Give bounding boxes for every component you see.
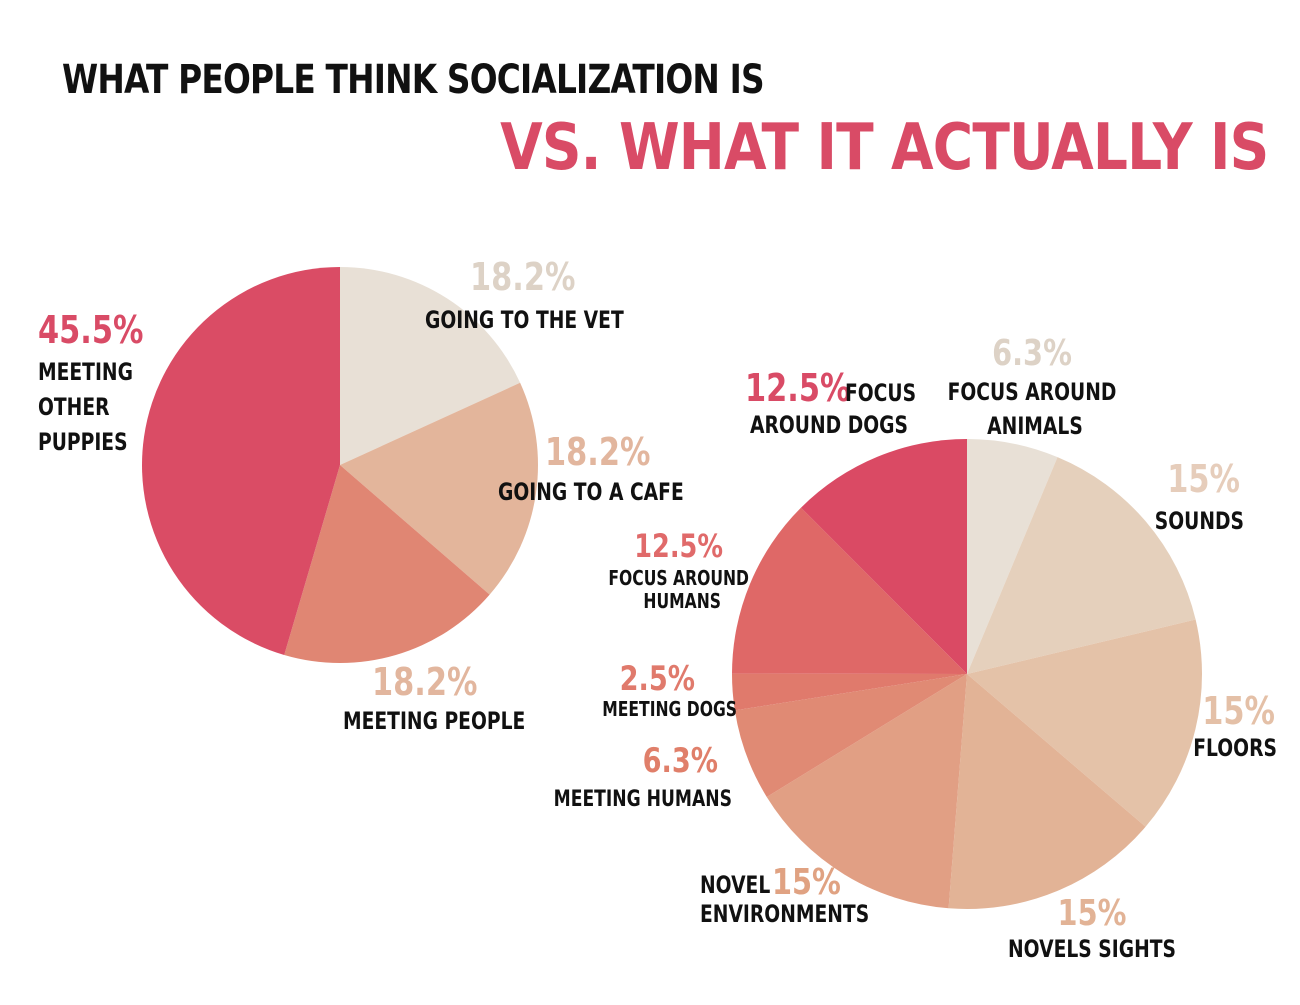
left-meeting-people-category-label: MEETING PEOPLE	[343, 708, 525, 736]
right-focus-around-humans-value-label: 12.5%	[634, 527, 723, 565]
left-meeting-other-puppies-category-label: PUPPIES	[38, 429, 128, 457]
left-going-to-the-vet-value-label: 18.2%	[470, 256, 575, 300]
right-novel-environments-category-label: ENVIRONMENTS	[700, 901, 869, 929]
pie-labels: 18.2% GOING TO THE VET 18.2% GOING TO A CAF…	[38, 256, 1277, 964]
left-meeting-people-value-label: 18.2%	[372, 661, 477, 705]
right-pie-slice-meeting-dogs	[731, 673, 967, 711]
right-pie-slice-novel-environments	[766, 674, 967, 909]
right-novel-environments-value-label: 15%	[772, 861, 841, 903]
left-going-to-the-vet-category-label: GOING TO THE VET	[425, 307, 624, 335]
right-sounds-value-label: 15%	[1167, 458, 1240, 502]
right-focus-around-dogs-category-label: FOCUS	[845, 380, 916, 408]
chart-title-line2: VS. WHAT IT ACTUALLY IS	[499, 111, 1269, 185]
right-pie-slice-sounds	[967, 457, 1196, 674]
right-floors-value-label: 15%	[1202, 690, 1275, 734]
left-pie-slice-meeting-people	[284, 465, 490, 663]
right-focus-around-animals-category-label: ANIMALS	[987, 413, 1083, 441]
right-novels-sights-category-label: NOVELS SIGHTS	[1008, 936, 1176, 964]
left-going-to-a-cafe-value-label: 18.2%	[545, 431, 650, 475]
left-pie-slice-going-to-a-cafe	[340, 382, 539, 595]
left-meeting-other-puppies-value-label: 45.5%	[38, 309, 143, 353]
right-pie-slice-novels-sights	[948, 674, 1146, 910]
right-pie-slice-focus-around-dogs	[800, 439, 967, 674]
right-focus-around-dogs-value-label: 12.5%	[745, 367, 850, 411]
right-focus-around-dogs-category-label: AROUND DOGS	[750, 412, 908, 440]
right-novels-sights-value-label: 15%	[1058, 892, 1127, 934]
right-meeting-dogs-value-label: 2.5%	[620, 659, 695, 699]
right-meeting-dogs-category-label: MEETING DOGS	[602, 698, 737, 721]
right-pie-slice-focus-around-animals	[967, 439, 1058, 674]
right-focus-around-humans-category-label: FOCUS AROUND	[608, 567, 749, 590]
left-pie-slice-meeting-other-puppies	[142, 267, 340, 655]
right-meeting-humans-category-label: MEETING HUMANS	[554, 786, 732, 812]
right-pie-slice-floors	[967, 619, 1203, 827]
right-focus-around-animals-category-label: FOCUS AROUND	[948, 379, 1117, 407]
right-pie-slice-meeting-humans	[734, 674, 967, 797]
pie-chart-reality	[731, 439, 1203, 910]
right-focus-around-humans-category-label: HUMANS	[643, 590, 721, 613]
right-meeting-humans-value-label: 6.3%	[643, 741, 718, 781]
left-pie-slice-going-to-the-vet	[340, 267, 521, 465]
right-floors-category-label: FLOORS	[1193, 735, 1277, 763]
chart-title-line1: WHAT PEOPLE THINK SOCIALIZATION IS	[62, 57, 765, 103]
right-focus-around-animals-value-label: 6.3%	[992, 332, 1072, 374]
right-novel-environments-category-label: NOVEL	[700, 872, 771, 900]
left-going-to-a-cafe-category-label: GOING TO A CAFE	[498, 479, 684, 507]
left-meeting-other-puppies-category-label: OTHER	[38, 394, 110, 422]
right-sounds-category-label: SOUNDS	[1155, 508, 1244, 536]
right-pie-slice-focus-around-humans	[732, 507, 967, 674]
left-meeting-other-puppies-category-label: MEETING	[38, 359, 133, 387]
pie-chart-expectation	[142, 267, 539, 663]
